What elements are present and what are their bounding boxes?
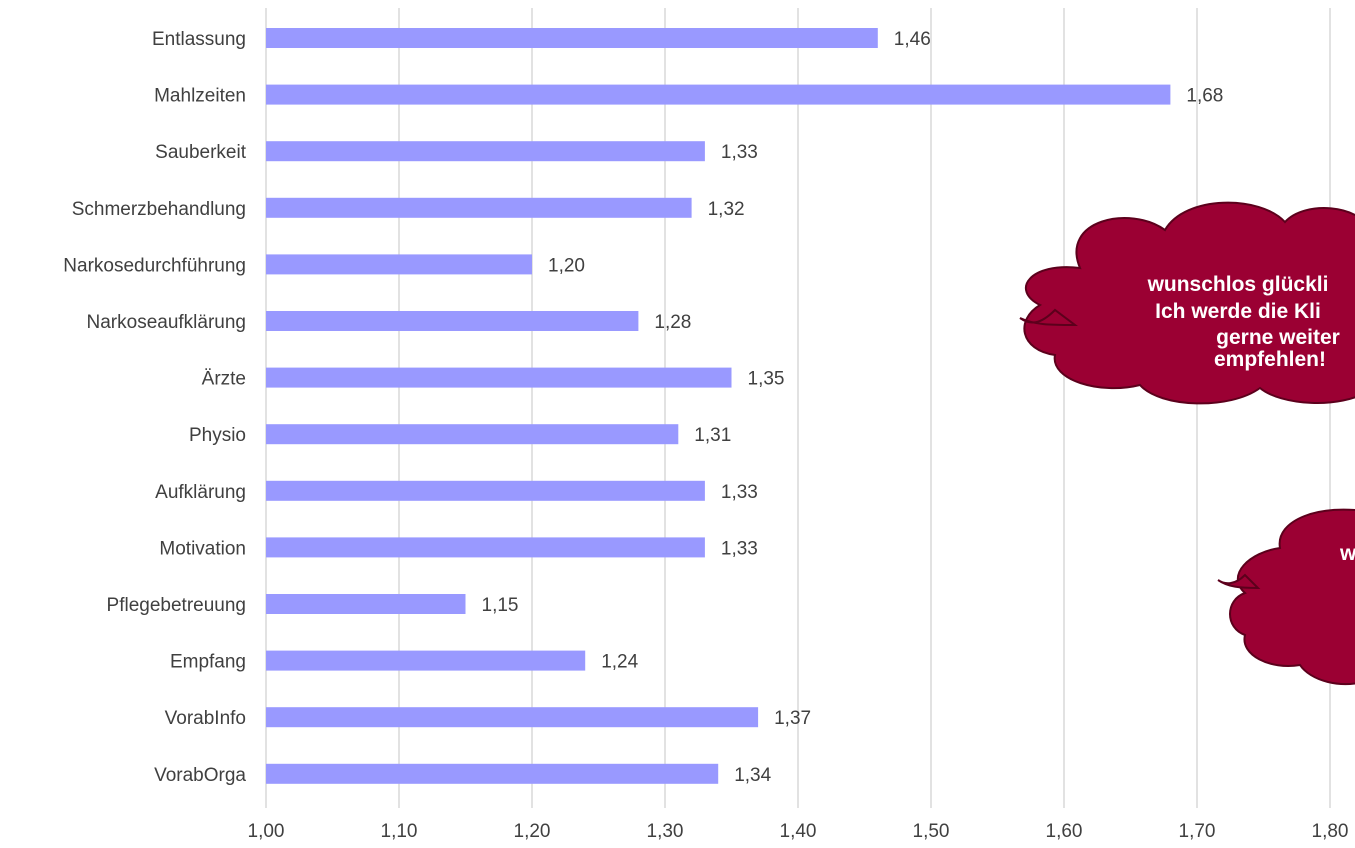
category-label: Narkoseaufklärung [87,312,246,333]
x-tick-label: 1,80 [1312,821,1349,842]
x-tick-label: 1,00 [248,821,285,842]
bar [266,480,705,501]
category-label: Empfang [170,652,246,673]
bar [266,311,639,331]
bar [266,594,466,614]
category-label: VorabInfo [165,708,246,729]
cloud-tail-2 [1217,573,1261,590]
bars [266,28,1171,784]
category-label: Aufklärung [155,482,246,503]
value-label: 1,68 [1186,86,1223,107]
value-label: 1,15 [482,595,519,616]
bar [266,424,679,445]
cloud-2-line-1: w [1339,542,1355,565]
x-tick-label: 1,20 [514,821,551,842]
cloud-1-line-2: Ich werde die Kli [1155,300,1321,323]
value-label: 1,46 [894,29,931,50]
x-tick-label: 1,70 [1179,821,1216,842]
x-tick-label: 1,50 [913,821,950,842]
value-label: 1,35 [748,369,785,390]
cloud-1-line-4: empfehlen! [1214,348,1326,371]
cloud-callout-1: wunschlos glückli Ich werde die Kli gern… [1019,201,1355,405]
x-tick-label: 1,40 [780,821,817,842]
x-tick-labels: 1,00 1,10 1,20 1,30 1,40 1,50 1,60 1,70 1,80 [248,821,1349,842]
bar [266,650,586,671]
cloud-callout-2: w [1217,508,1355,686]
cloud-1-line-3: gerne weiter [1216,326,1340,349]
category-label: Pflegebetreuung [107,595,246,616]
bar [266,28,878,48]
value-label: 1,33 [721,538,758,559]
grid-lines [265,8,1331,808]
category-label: Ärzte [202,369,246,390]
value-labels: 1,46 1,68 1,33 1,32 1,20 1,28 1,35 1,31 1,33 1,33… [482,29,1224,786]
bar [266,84,1171,105]
bar [266,707,759,728]
value-label: 1,34 [734,765,771,786]
category-label: Entlassung [152,29,246,50]
value-label: 1,31 [694,425,731,446]
cloud-tail-1 [1019,308,1079,327]
bar [266,537,705,558]
category-labels: Entlassung Mahlzeiten Sauberkeit Schmerzbeh… [63,29,246,786]
value-label: 1,24 [601,652,638,673]
bar [266,367,732,388]
x-tick-label: 1,10 [381,821,418,842]
category-label: Narkosedurchführung [63,255,246,276]
cloud-shape-2 [1229,508,1355,686]
value-label: 1,32 [708,199,745,220]
value-label: 1,33 [721,482,758,503]
cloud-1-line-1: wunschlos glückli [1147,273,1329,296]
x-tick-label: 1,30 [647,821,684,842]
value-label: 1,20 [548,255,585,276]
category-label: Motivation [159,538,246,559]
cloud-shape-1 [1023,201,1355,405]
category-label: Sauberkeit [155,142,247,163]
bar [266,197,692,218]
bar [266,254,532,275]
category-label: Schmerzbehandlung [72,199,246,220]
category-label: Physio [189,425,246,446]
value-label: 1,28 [654,312,691,333]
value-label: 1,33 [721,142,758,163]
value-label: 1,37 [774,708,811,729]
category-label: VorabOrga [154,765,246,786]
bar [266,763,719,784]
bar [266,141,705,162]
x-tick-label: 1,60 [1046,821,1083,842]
category-label: Mahlzeiten [154,86,246,107]
